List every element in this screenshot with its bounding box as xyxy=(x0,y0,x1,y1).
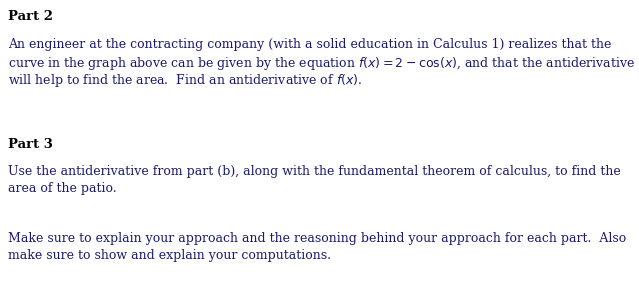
Text: Part 2: Part 2 xyxy=(8,10,53,23)
Text: will help to find the area.  Find an antiderivative of $f(x)$.: will help to find the area. Find an anti… xyxy=(8,72,362,89)
Text: Part 3: Part 3 xyxy=(8,138,53,151)
Text: An engineer at the contracting company (with a solid education in Calculus 1) re: An engineer at the contracting company (… xyxy=(8,38,612,51)
Text: Use the antiderivative from part (b), along with the fundamental theorem of calc: Use the antiderivative from part (b), al… xyxy=(8,165,620,178)
Text: Make sure to explain your approach and the reasoning behind your approach for ea: Make sure to explain your approach and t… xyxy=(8,232,626,245)
Text: make sure to show and explain your computations.: make sure to show and explain your compu… xyxy=(8,249,331,262)
Text: curve in the graph above can be given by the equation $f(x) = 2-\mathrm{cos}(x)$: curve in the graph above can be given by… xyxy=(8,55,635,72)
Text: area of the patio.: area of the patio. xyxy=(8,182,117,195)
